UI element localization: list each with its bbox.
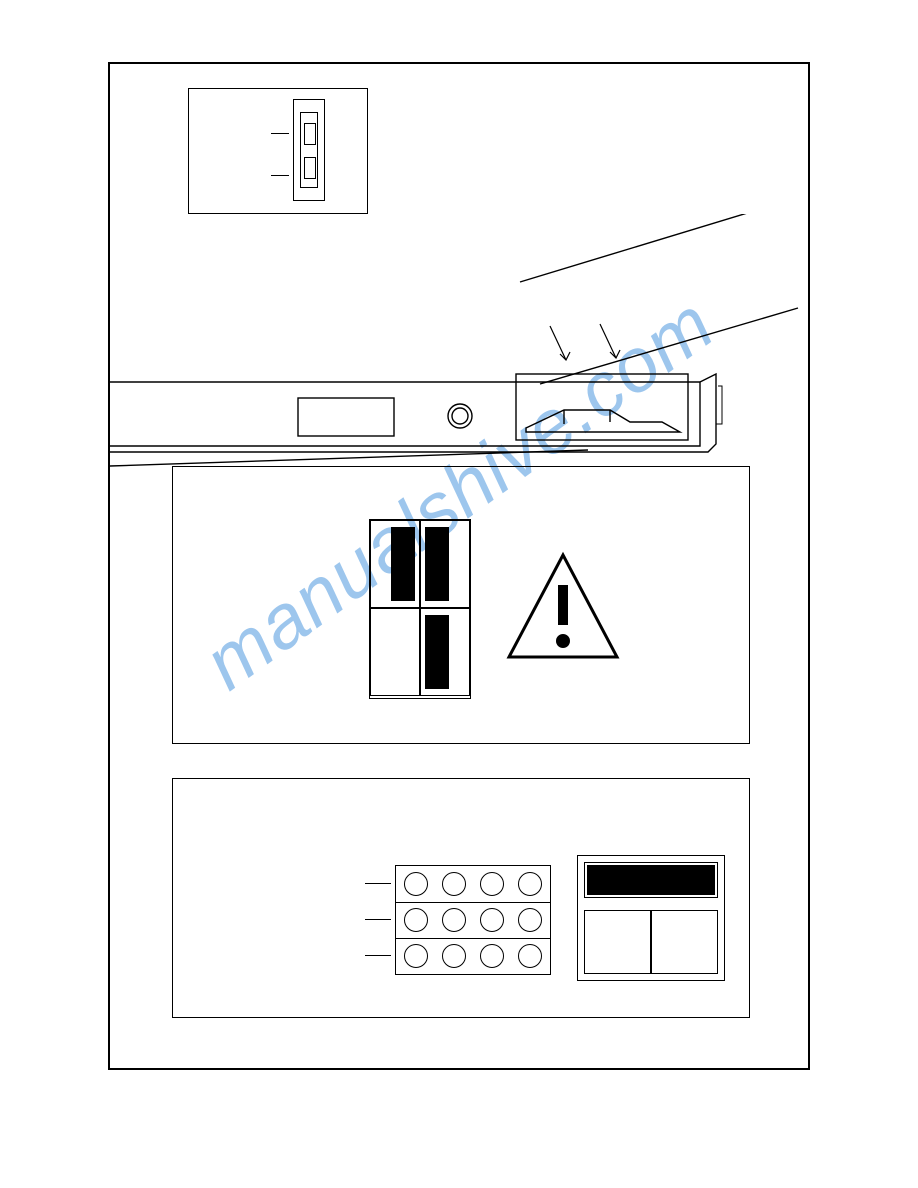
switch-position-on bbox=[304, 123, 316, 145]
dip-cell-1 bbox=[370, 520, 420, 608]
dip-bottom-cells bbox=[584, 910, 718, 974]
dip-bottom-fill bbox=[587, 865, 715, 895]
switch-tick-1 bbox=[271, 133, 289, 134]
dip-bottom-cell-right bbox=[651, 910, 718, 974]
port-1-4 bbox=[518, 872, 542, 896]
port-3-1 bbox=[404, 944, 428, 968]
switch-inset-box bbox=[188, 88, 368, 214]
port-2-4 bbox=[518, 908, 542, 932]
row-tick-2 bbox=[365, 919, 391, 920]
dip-switch-panel bbox=[172, 466, 750, 744]
io-panel bbox=[172, 778, 750, 1018]
grid-row-3 bbox=[396, 938, 550, 974]
device-side-diagram bbox=[110, 214, 812, 494]
port-1-2 bbox=[442, 872, 466, 896]
port-2-2 bbox=[442, 908, 466, 932]
warning-icon bbox=[503, 549, 623, 669]
dip-switch-bottom bbox=[577, 855, 725, 981]
dip-cell-2 bbox=[420, 520, 470, 608]
row-tick-1 bbox=[365, 883, 391, 884]
grid-row-2 bbox=[396, 902, 550, 938]
dip-switch-2x2 bbox=[369, 519, 471, 699]
dip-cell-3 bbox=[370, 608, 420, 696]
port-1-3 bbox=[480, 872, 504, 896]
switch-tick-2 bbox=[271, 175, 289, 176]
dip-cell-4 bbox=[420, 608, 470, 696]
grid-row-1 bbox=[396, 866, 550, 902]
dip-bottom-top-row bbox=[584, 862, 718, 898]
port-3-3 bbox=[480, 944, 504, 968]
port-1-1 bbox=[404, 872, 428, 896]
circle-grid-3x4 bbox=[395, 865, 551, 975]
dip-slider-2 bbox=[425, 527, 449, 601]
page-frame bbox=[108, 62, 810, 1070]
port-3-2 bbox=[442, 944, 466, 968]
dip-bottom-cell-left bbox=[584, 910, 651, 974]
dip-slider-4 bbox=[425, 615, 449, 689]
port-2-1 bbox=[404, 908, 428, 932]
switch-frame bbox=[293, 99, 325, 201]
port-2-3 bbox=[480, 908, 504, 932]
dip-slider-1 bbox=[391, 527, 415, 601]
rocker-switch bbox=[300, 112, 318, 188]
row-tick-3 bbox=[365, 955, 391, 956]
switch-position-off bbox=[304, 157, 316, 179]
port-3-4 bbox=[518, 944, 542, 968]
